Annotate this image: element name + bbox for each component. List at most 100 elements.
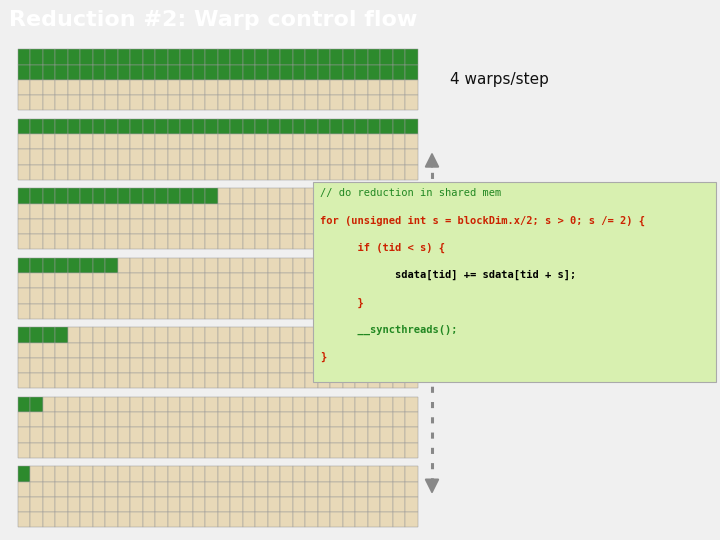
Bar xyxy=(380,234,392,249)
Bar xyxy=(330,95,343,110)
Bar xyxy=(256,150,268,165)
Bar xyxy=(355,65,368,80)
Bar xyxy=(343,467,355,482)
Bar xyxy=(293,412,305,427)
Bar xyxy=(180,258,193,273)
Bar xyxy=(256,95,268,110)
Bar xyxy=(156,258,168,273)
Bar xyxy=(143,342,156,358)
Bar xyxy=(68,234,81,249)
Bar xyxy=(81,427,93,443)
Bar xyxy=(193,80,205,95)
Bar xyxy=(305,412,318,427)
Bar xyxy=(256,327,268,342)
Bar xyxy=(143,427,156,443)
Bar xyxy=(380,150,392,165)
Bar xyxy=(93,443,105,458)
Bar xyxy=(68,165,81,180)
Bar xyxy=(143,288,156,303)
Bar xyxy=(43,119,55,134)
Bar xyxy=(256,482,268,497)
Bar xyxy=(193,512,205,528)
Bar xyxy=(280,288,293,303)
Bar xyxy=(355,80,368,95)
Bar xyxy=(118,412,130,427)
Bar xyxy=(18,443,30,458)
Bar xyxy=(355,95,368,110)
Bar xyxy=(93,303,105,319)
Bar xyxy=(343,358,355,373)
Bar xyxy=(180,358,193,373)
Bar xyxy=(30,119,43,134)
Bar xyxy=(293,119,305,134)
Bar xyxy=(280,188,293,204)
Bar xyxy=(55,204,68,219)
Bar xyxy=(243,188,256,204)
Bar xyxy=(68,482,81,497)
Bar xyxy=(392,65,405,80)
Bar xyxy=(217,467,230,482)
Bar xyxy=(43,358,55,373)
Bar xyxy=(217,273,230,288)
Bar xyxy=(217,234,230,249)
Bar xyxy=(330,119,343,134)
Bar xyxy=(368,443,380,458)
Bar xyxy=(293,80,305,95)
Bar xyxy=(168,482,180,497)
Bar xyxy=(55,234,68,249)
Bar xyxy=(330,358,343,373)
Bar xyxy=(355,497,368,512)
Bar xyxy=(180,234,193,249)
Bar xyxy=(293,358,305,373)
Bar xyxy=(68,327,81,342)
Text: for (unsigned int s = blockDim.x/2; s > 0; s /= 2) {: for (unsigned int s = blockDim.x/2; s > … xyxy=(320,215,645,226)
Bar xyxy=(280,427,293,443)
Bar xyxy=(156,467,168,482)
Bar xyxy=(355,119,368,134)
Bar xyxy=(81,358,93,373)
Bar xyxy=(368,397,380,412)
Bar xyxy=(392,134,405,150)
Bar xyxy=(30,397,43,412)
Bar xyxy=(380,165,392,180)
Bar xyxy=(330,482,343,497)
Bar xyxy=(243,373,256,388)
Bar xyxy=(318,204,330,219)
Bar xyxy=(18,65,30,80)
Bar xyxy=(268,397,280,412)
Bar xyxy=(392,443,405,458)
Bar xyxy=(217,482,230,497)
Bar xyxy=(380,49,392,65)
Bar xyxy=(93,288,105,303)
Bar xyxy=(81,397,93,412)
Bar xyxy=(343,412,355,427)
Bar xyxy=(130,134,143,150)
Bar xyxy=(343,482,355,497)
Bar xyxy=(243,258,256,273)
Bar xyxy=(168,165,180,180)
Bar xyxy=(43,80,55,95)
Bar xyxy=(105,497,118,512)
Bar xyxy=(230,482,243,497)
Bar xyxy=(305,258,318,273)
Bar xyxy=(318,273,330,288)
Bar xyxy=(217,397,230,412)
Bar xyxy=(355,219,368,234)
Bar xyxy=(18,303,30,319)
Bar xyxy=(256,273,268,288)
Bar xyxy=(256,80,268,95)
Bar xyxy=(405,412,418,427)
Bar xyxy=(143,303,156,319)
Bar xyxy=(156,303,168,319)
Bar xyxy=(43,342,55,358)
Bar xyxy=(130,119,143,134)
Bar xyxy=(318,327,330,342)
Bar xyxy=(305,234,318,249)
Bar xyxy=(168,258,180,273)
Bar xyxy=(243,119,256,134)
Bar xyxy=(330,397,343,412)
Bar xyxy=(168,397,180,412)
Bar xyxy=(118,288,130,303)
Bar xyxy=(55,482,68,497)
Bar xyxy=(268,497,280,512)
